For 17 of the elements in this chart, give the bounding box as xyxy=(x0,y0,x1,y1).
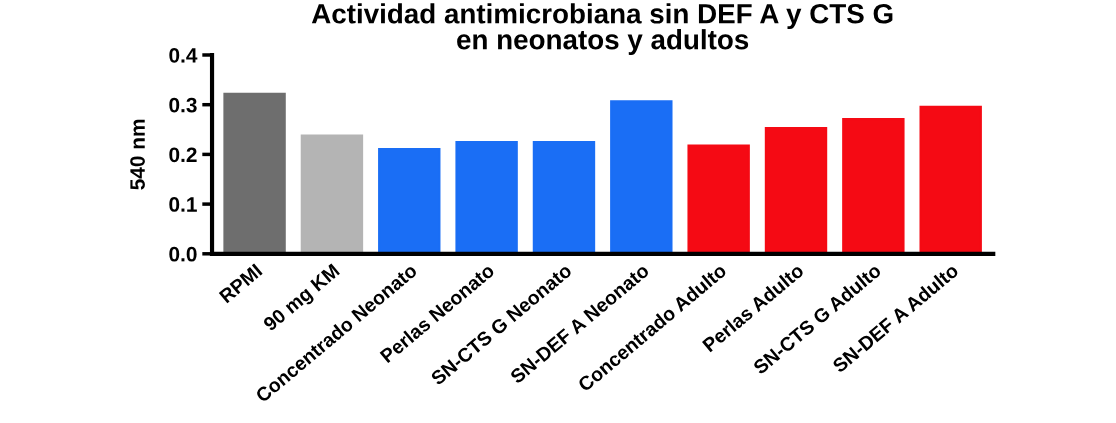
y-tick-label: 0.0 xyxy=(169,246,197,262)
y-tick-label: 0.4 xyxy=(169,47,198,63)
bar xyxy=(532,140,596,254)
bar xyxy=(223,92,286,254)
bar xyxy=(842,118,905,254)
bar xyxy=(919,105,982,254)
bar xyxy=(764,127,828,254)
y-tick-label: 0.3 xyxy=(169,97,197,113)
bar xyxy=(610,100,673,254)
chart-title: Actividad antimicrobiana sin DEF A y CTS G en neonatos y adultos xyxy=(311,3,893,55)
bar xyxy=(687,144,750,254)
y-axis-title: 540 nm xyxy=(130,119,145,190)
y-tick-label: 0.2 xyxy=(169,147,197,163)
y-tick-label: 0.1 xyxy=(169,197,197,212)
bar xyxy=(378,147,441,254)
bar xyxy=(300,134,364,254)
bar xyxy=(455,140,518,254)
